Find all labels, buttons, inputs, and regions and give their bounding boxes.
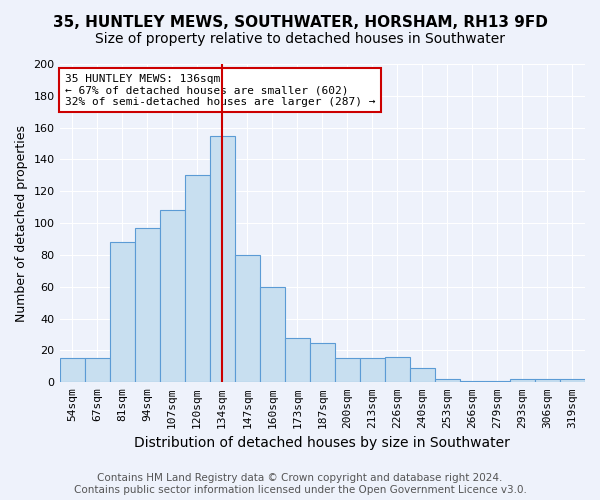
Bar (110, 242, 134, 382)
Bar (134, 228, 160, 382)
Bar (85, 358, 110, 382)
Bar (435, 379, 460, 382)
Bar (59, 358, 85, 382)
X-axis label: Distribution of detached houses by size in Southwater: Distribution of detached houses by size … (134, 436, 510, 450)
Bar (160, 210, 185, 382)
Text: Contains HM Land Registry data © Crown copyright and database right 2024.
Contai: Contains HM Land Registry data © Crown c… (74, 474, 526, 495)
Bar (360, 358, 385, 382)
Bar (460, 380, 485, 382)
Bar (185, 176, 209, 382)
Bar (209, 136, 235, 382)
Bar (410, 368, 435, 382)
Text: 35, HUNTLEY MEWS, SOUTHWATER, HORSHAM, RH13 9FD: 35, HUNTLEY MEWS, SOUTHWATER, HORSHAM, R… (53, 15, 547, 30)
Bar (335, 358, 360, 382)
Bar (310, 342, 335, 382)
Bar (385, 357, 410, 382)
Text: 35 HUNTLEY MEWS: 136sqm
← 67% of detached houses are smaller (602)
32% of semi-d: 35 HUNTLEY MEWS: 136sqm ← 67% of detache… (65, 74, 375, 106)
Text: Size of property relative to detached houses in Southwater: Size of property relative to detached ho… (95, 32, 505, 46)
Y-axis label: Number of detached properties: Number of detached properties (15, 124, 28, 322)
Bar (535, 379, 560, 382)
Bar (560, 379, 585, 382)
Bar (510, 379, 535, 382)
Bar (235, 255, 260, 382)
Bar (485, 380, 510, 382)
Bar (285, 338, 310, 382)
Bar (260, 287, 285, 382)
